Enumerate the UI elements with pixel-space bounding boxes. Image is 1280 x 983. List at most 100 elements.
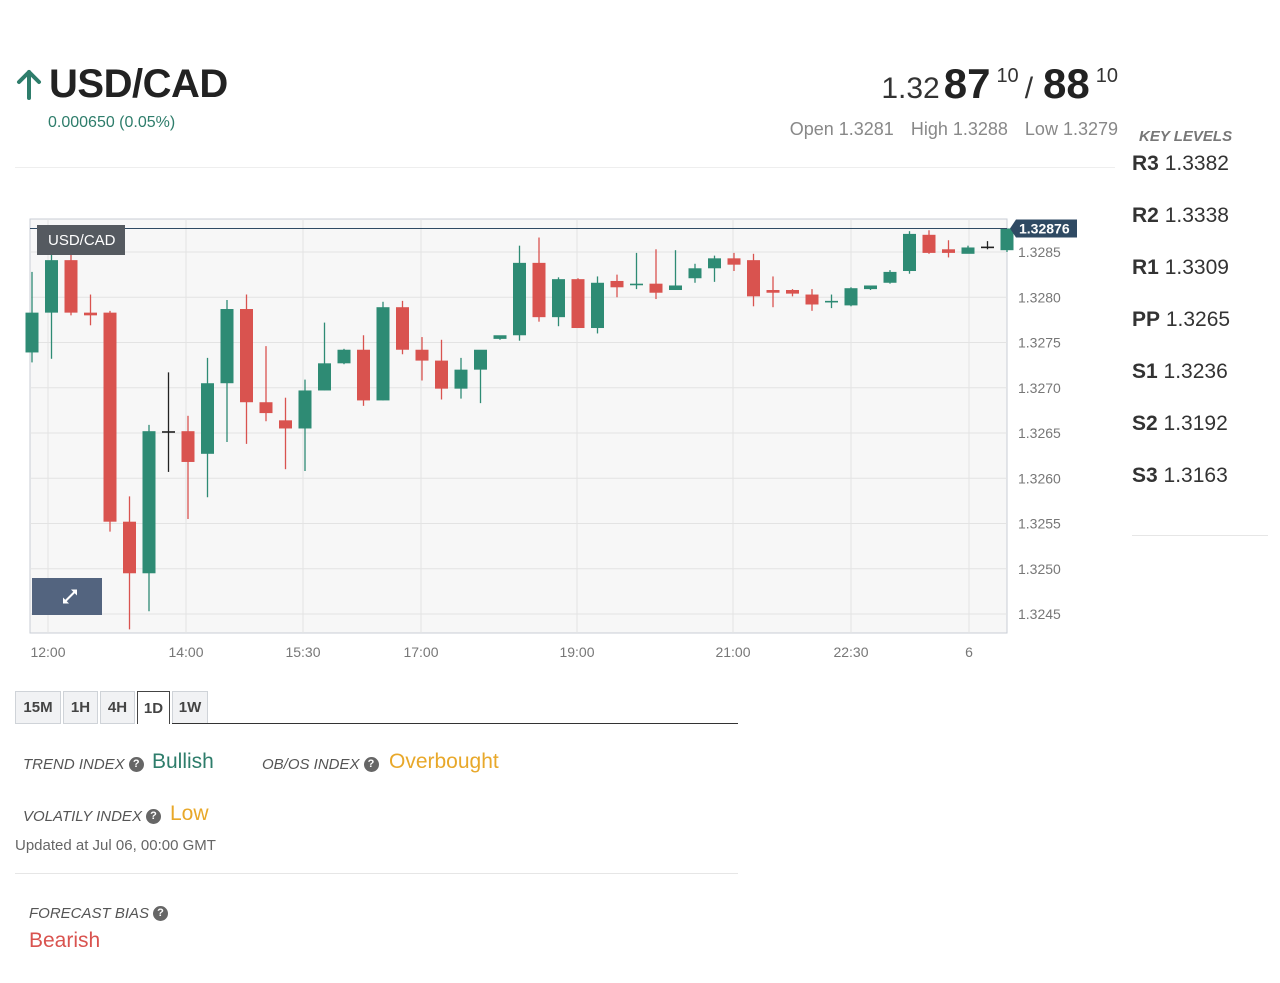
candle-body xyxy=(786,290,799,294)
candle[interactable] xyxy=(64,252,78,316)
candle-body xyxy=(376,307,390,401)
question-circle-icon[interactable]: ? xyxy=(153,906,169,921)
candle[interactable] xyxy=(747,253,760,307)
question-circle-icon[interactable]: ? xyxy=(128,757,144,772)
pair-header: USD/CAD 0.000650 (0.05%) xyxy=(15,62,228,131)
candle[interactable] xyxy=(883,270,897,284)
candle[interactable] xyxy=(240,294,253,444)
candle[interactable] xyxy=(591,276,604,334)
tab-1w[interactable]: 1W xyxy=(172,691,208,724)
price-change: 0.000650 (0.05%) xyxy=(48,114,176,131)
candle[interactable] xyxy=(181,415,195,519)
candle-body xyxy=(805,294,819,305)
candle[interactable] xyxy=(610,274,624,298)
candle[interactable] xyxy=(474,349,487,404)
candle[interactable] xyxy=(532,237,546,322)
price-chart[interactable]: 1.3285 1.3280 1.3275 1.3270 1.3265 1.3260 1.32… xyxy=(0,190,1100,670)
expand-arrows-icon[interactable] xyxy=(63,589,77,604)
candle-body xyxy=(142,431,156,574)
candle[interactable] xyxy=(201,357,214,498)
candle[interactable] xyxy=(435,339,448,400)
candle[interactable] xyxy=(942,240,955,258)
candle[interactable] xyxy=(981,241,994,250)
candle[interactable] xyxy=(220,299,234,443)
candle[interactable] xyxy=(922,230,936,254)
candle[interactable] xyxy=(259,346,273,422)
candle-body xyxy=(415,349,429,361)
expand-button[interactable] xyxy=(32,578,102,615)
forecast-bias-value: Bearish xyxy=(29,929,101,952)
candle-body xyxy=(864,285,877,290)
question-circle-icon[interactable]: ? xyxy=(145,809,161,824)
candle-body xyxy=(396,307,409,350)
candle-body xyxy=(45,260,58,313)
candlestick-chart-svg[interactable]: 1.3285 1.3280 1.3275 1.3270 1.3265 1.3260 1.32… xyxy=(0,190,1100,670)
candle[interactable] xyxy=(903,231,916,274)
key-level-s3: S3 1.3163 xyxy=(1132,464,1228,487)
candle-body xyxy=(103,312,117,522)
candle[interactable] xyxy=(864,285,877,291)
section-divider xyxy=(15,873,738,874)
tab-1d[interactable]: 1D xyxy=(137,691,170,724)
candle[interactable] xyxy=(298,379,312,472)
candle[interactable] xyxy=(708,255,721,282)
candle[interactable] xyxy=(552,277,565,327)
open-high-low: Open 1.3281 High 1.3288 Low 1.3279 xyxy=(778,119,1118,140)
candle[interactable] xyxy=(844,287,858,307)
candle[interactable] xyxy=(454,357,468,399)
candle[interactable] xyxy=(571,278,585,329)
candle[interactable] xyxy=(1000,228,1014,252)
candle[interactable] xyxy=(162,372,175,472)
bid-prefix: 1.32 xyxy=(881,72,940,105)
candle[interactable] xyxy=(669,250,682,291)
candle[interactable] xyxy=(630,252,643,290)
candle[interactable] xyxy=(357,335,370,406)
candle-body xyxy=(474,349,487,370)
candle[interactable] xyxy=(805,289,819,311)
candle[interactable] xyxy=(766,276,780,308)
candle-body xyxy=(688,268,702,279)
legend-box xyxy=(37,225,125,255)
arrow-up-icon xyxy=(17,69,41,100)
candle[interactable] xyxy=(415,337,429,381)
key-levels-panel: KEY LEVELS R3 1.3382 R2 1.3338 R1 1.3309… xyxy=(1132,128,1268,536)
candle[interactable] xyxy=(25,271,39,363)
candle-body xyxy=(513,262,526,336)
key-level-s2: S2 1.3192 xyxy=(1132,412,1228,435)
candle[interactable] xyxy=(123,496,136,630)
candle[interactable] xyxy=(376,301,390,401)
current-price-label: 1.32876 xyxy=(1019,220,1070,236)
candle[interactable] xyxy=(688,263,702,283)
candle-body xyxy=(649,283,663,293)
current-price-tag xyxy=(1010,219,1077,238)
candle[interactable] xyxy=(337,348,351,365)
candle-body xyxy=(766,290,780,293)
candle[interactable] xyxy=(318,322,331,391)
candle[interactable] xyxy=(103,310,117,532)
candle[interactable] xyxy=(84,294,97,326)
tab-1h[interactable]: 1H xyxy=(63,691,98,724)
candle[interactable] xyxy=(786,289,799,297)
candle[interactable] xyxy=(396,300,409,355)
candle[interactable] xyxy=(513,245,526,341)
candle[interactable] xyxy=(961,245,975,254)
candle-body xyxy=(64,260,78,313)
candle[interactable] xyxy=(493,335,507,340)
question-circle-icon[interactable]: ? xyxy=(363,757,379,772)
candle[interactable] xyxy=(279,397,292,470)
candle[interactable] xyxy=(825,294,838,309)
candle[interactable] xyxy=(45,248,58,359)
tab-15m[interactable]: 15M xyxy=(15,691,61,724)
candle[interactable] xyxy=(727,252,741,272)
x-axis-tick-label: 14:00 xyxy=(168,644,203,660)
candle[interactable] xyxy=(142,424,156,612)
candle-body xyxy=(532,262,546,318)
candle-body xyxy=(825,300,838,303)
candle[interactable] xyxy=(649,249,663,300)
tab-4h[interactable]: 4H xyxy=(100,691,135,724)
candle-body xyxy=(337,349,351,364)
x-axis-tick-label: 6 xyxy=(965,644,973,660)
expand-arrows-icon-head-sw xyxy=(63,597,69,604)
candle-body xyxy=(610,280,624,288)
expand-button-bg[interactable] xyxy=(32,578,102,615)
